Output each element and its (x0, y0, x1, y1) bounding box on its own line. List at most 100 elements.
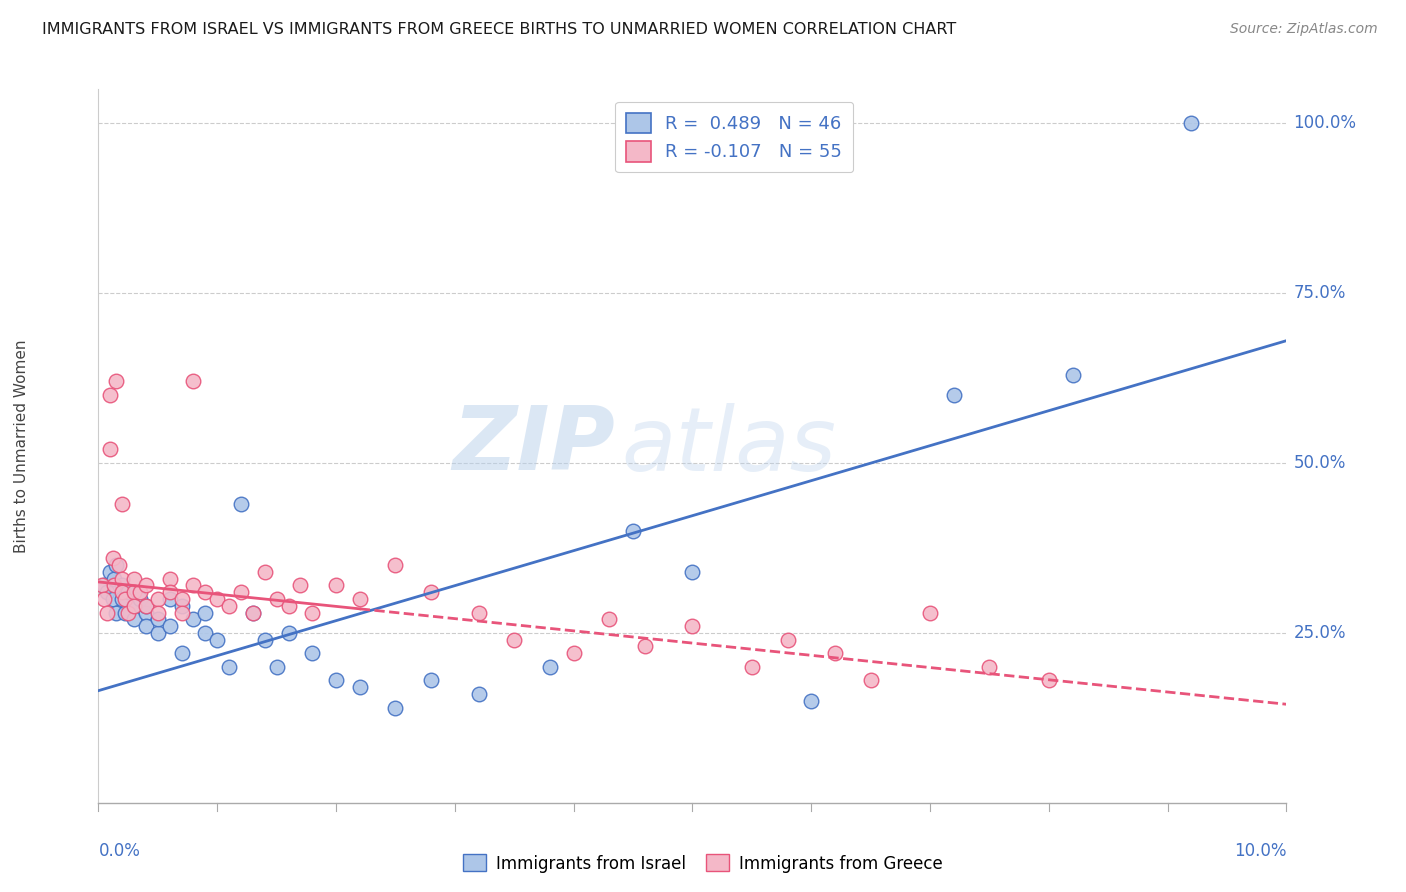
Point (159, 591, 181, 606)
Point (1038, 673, 1060, 688)
Point (135, 619, 157, 633)
Point (467, 606, 489, 620)
Point (105, 375, 128, 389)
Point (122, 585, 145, 599)
Point (111, 497, 134, 511)
Point (242, 606, 264, 620)
Text: 75.0%: 75.0% (1294, 284, 1346, 302)
Point (420, 673, 443, 688)
Point (621, 524, 644, 538)
Point (170, 646, 193, 660)
Point (942, 388, 965, 402)
Point (170, 606, 193, 620)
Point (800, 694, 823, 708)
Text: 25.0%: 25.0% (1294, 624, 1346, 642)
Point (93, 578, 115, 592)
Point (170, 591, 193, 606)
Point (111, 578, 134, 592)
Point (122, 599, 145, 613)
Point (183, 375, 205, 389)
Point (159, 619, 181, 633)
Point (122, 599, 145, 613)
Point (111, 585, 134, 599)
Point (129, 585, 152, 599)
Point (384, 700, 406, 714)
Point (979, 660, 1001, 674)
Point (91, 578, 114, 592)
Point (129, 591, 152, 606)
Point (384, 558, 406, 572)
Point (101, 591, 124, 606)
Text: IMMIGRANTS FROM ISRAEL VS IMMIGRANTS FROM GREECE BIRTHS TO UNMARRIED WOMEN CORRE: IMMIGRANTS FROM ISRAEL VS IMMIGRANTS FRO… (42, 22, 956, 37)
Text: Source: ZipAtlas.com: Source: ZipAtlas.com (1230, 22, 1378, 37)
Text: 50.0%: 50.0% (1294, 454, 1346, 472)
Point (194, 585, 217, 599)
Point (159, 572, 181, 586)
Point (218, 599, 240, 613)
Point (253, 632, 276, 647)
Point (98, 565, 121, 579)
Point (183, 612, 205, 626)
Point (229, 497, 252, 511)
Text: 100.0%: 100.0% (1294, 114, 1357, 132)
Point (503, 632, 526, 647)
Point (859, 673, 882, 688)
Legend: Immigrants from Israel, Immigrants from Greece: Immigrants from Israel, Immigrants from … (456, 847, 950, 880)
Point (114, 606, 136, 620)
Point (681, 565, 703, 579)
Point (277, 599, 299, 613)
Text: atlas: atlas (621, 403, 837, 489)
Point (98, 388, 121, 402)
Point (107, 558, 129, 572)
Text: 10.0%: 10.0% (1234, 842, 1286, 860)
Point (194, 606, 217, 620)
Point (135, 606, 157, 620)
Point (277, 626, 299, 640)
Point (146, 606, 169, 620)
Point (105, 606, 128, 620)
Point (824, 646, 846, 660)
Point (135, 599, 157, 613)
Point (349, 680, 371, 694)
Point (301, 606, 323, 620)
Point (218, 660, 240, 674)
Point (101, 551, 124, 566)
Text: 0.0%: 0.0% (98, 842, 141, 860)
Point (194, 626, 217, 640)
Point (1180, 116, 1202, 130)
Point (242, 606, 264, 620)
Point (135, 599, 157, 613)
Point (205, 632, 228, 647)
Point (538, 660, 561, 674)
Point (420, 585, 443, 599)
Point (98, 442, 121, 457)
Point (111, 572, 134, 586)
Point (325, 673, 347, 688)
Point (170, 599, 193, 613)
Point (96, 585, 118, 599)
Point (122, 572, 145, 586)
Point (117, 585, 139, 599)
Point (266, 591, 288, 606)
Point (681, 619, 703, 633)
Point (146, 591, 169, 606)
Point (117, 606, 139, 620)
Point (146, 612, 169, 626)
Point (114, 591, 136, 606)
Point (1062, 368, 1084, 382)
Point (634, 640, 657, 654)
Point (183, 578, 205, 592)
Point (103, 578, 125, 592)
Point (741, 660, 763, 674)
Point (111, 591, 134, 606)
Point (105, 558, 128, 572)
Point (146, 626, 169, 640)
Point (93, 591, 115, 606)
Point (920, 606, 942, 620)
Point (562, 646, 585, 660)
Point (266, 660, 288, 674)
Text: Births to Unmarried Women: Births to Unmarried Women (14, 339, 28, 553)
Point (776, 632, 799, 647)
Point (205, 591, 228, 606)
Point (301, 646, 323, 660)
